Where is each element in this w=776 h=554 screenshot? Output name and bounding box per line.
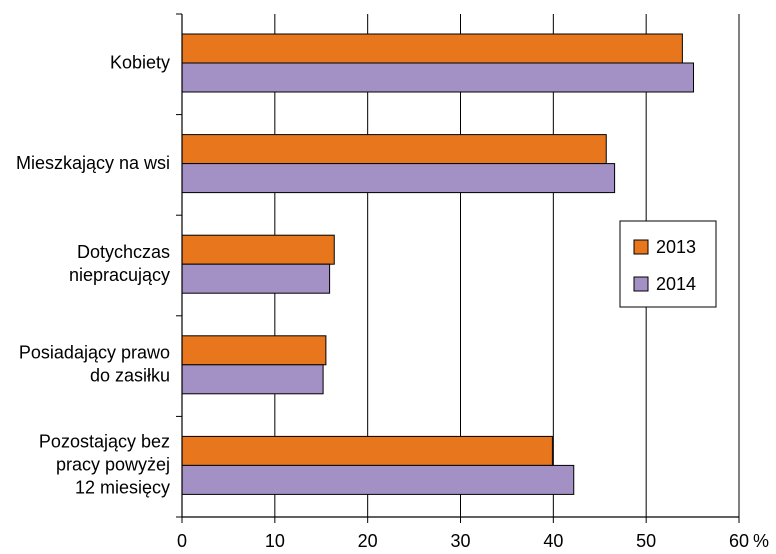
x-tick-label-20: 20 bbox=[358, 531, 378, 551]
x-tick-label-60: 60 bbox=[729, 531, 749, 551]
x-tick-label-10: 10 bbox=[265, 531, 285, 551]
x-tick-label-0: 0 bbox=[177, 531, 187, 551]
x-unit-label: % bbox=[753, 531, 769, 551]
bar-2014-1 bbox=[181, 163, 616, 194]
legend-swatch-2013 bbox=[633, 239, 649, 255]
bar-2014-4 bbox=[181, 464, 575, 495]
x-tick-label-30: 30 bbox=[450, 531, 470, 551]
bar-2013-1 bbox=[181, 134, 607, 165]
x-tick-label-40: 40 bbox=[543, 531, 563, 551]
x-tick-labels: 0 10 20 30 40 50 60% bbox=[177, 531, 769, 551]
legend-label-2013: 2013 bbox=[656, 237, 696, 257]
category-label-0: Kobiety bbox=[110, 52, 170, 72]
legend-swatch-2014 bbox=[633, 276, 649, 292]
bar-2013-2 bbox=[181, 234, 335, 265]
bar-2013-4 bbox=[181, 435, 553, 466]
legend: 2013 2014 bbox=[619, 220, 717, 308]
legend-label-2014: 2014 bbox=[656, 274, 696, 294]
legend-box bbox=[619, 220, 717, 308]
bar-2013-3 bbox=[181, 335, 327, 366]
bars bbox=[181, 33, 695, 495]
bar-2014-3 bbox=[181, 364, 324, 395]
category-label-1: Mieszkający na wsi bbox=[16, 153, 170, 173]
bar-2013-0 bbox=[181, 33, 683, 64]
category-label-3: Posiadający prawo do zasiłku bbox=[19, 343, 170, 386]
x-tick-label-50: 50 bbox=[636, 531, 656, 551]
category-label-2: Dotychczas niepracujący bbox=[69, 242, 170, 285]
axes bbox=[176, 13, 740, 523]
category-labels: Kobiety Mieszkający na wsi Dotychczas niepr… bbox=[16, 52, 170, 497]
bar-2014-2 bbox=[181, 263, 331, 294]
category-label-4: Pozostający bez pracy powyżej 12 miesięcy bbox=[39, 432, 170, 498]
bar-2014-0 bbox=[181, 62, 695, 93]
